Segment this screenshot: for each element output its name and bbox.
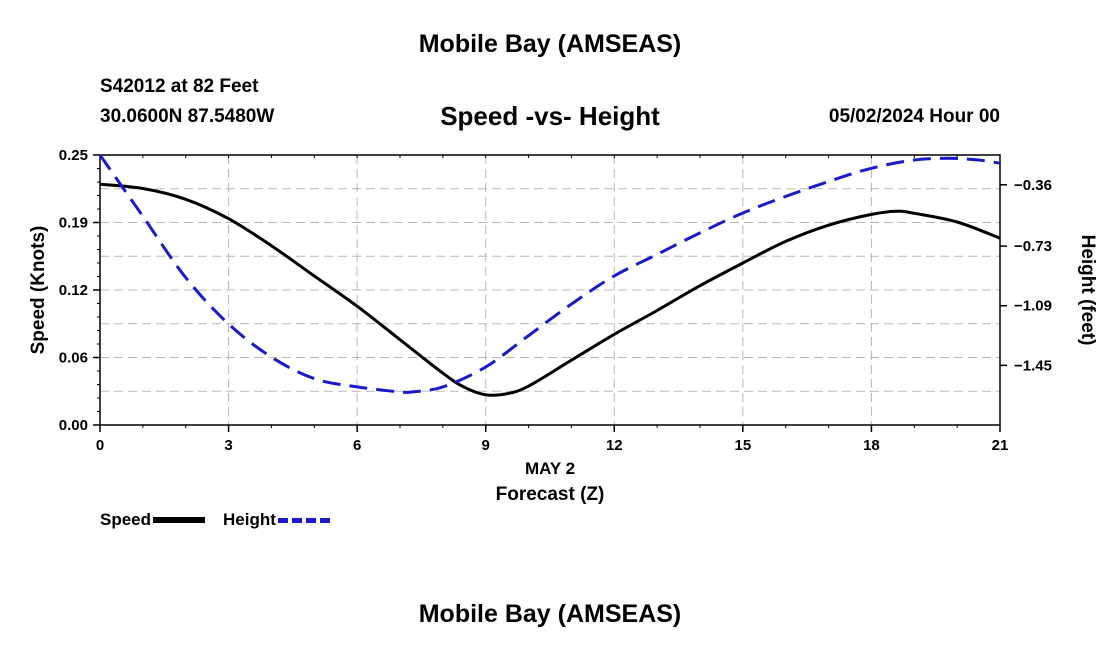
x-tick-label: 3 <box>224 437 232 454</box>
grid <box>100 155 1000 425</box>
x-tick-label: 18 <box>863 437 880 454</box>
y-right-tick-label: −1.45 <box>1014 357 1052 374</box>
x-axis-title: Forecast (Z) <box>496 484 605 505</box>
legend-label-height: Height <box>223 510 276 529</box>
ticks <box>93 154 1007 432</box>
x-tick-label: 15 <box>735 437 752 454</box>
y-left-tick-label: 0.06 <box>59 350 88 367</box>
y-right-tick-label: −1.09 <box>1014 298 1052 315</box>
y-left-tick-label: 0.00 <box>59 417 88 434</box>
y-right-tick-label: −0.36 <box>1014 177 1052 194</box>
coordinates-label: 30.0600N 87.5480W <box>100 106 275 127</box>
legend-item-speed: Speed <box>100 510 206 530</box>
page-title-bottom: Mobile Bay (AMSEAS) <box>418 600 682 628</box>
date-label: 05/02/2024 Hour 00 <box>828 106 1000 127</box>
legend-swatch-height <box>277 517 330 523</box>
x-tick-label: 9 <box>482 437 490 454</box>
legend-swatch-speed <box>153 517 206 523</box>
x-tick-label: 6 <box>353 437 361 454</box>
chart-title: Speed -vs- Height <box>440 101 660 131</box>
station-label: S42012 at 82 Feet <box>100 76 259 97</box>
x-tick-label: 21 <box>992 437 1009 454</box>
x-tick-label: 0 <box>96 437 104 454</box>
y-left-tick-label: 0.25 <box>59 147 88 164</box>
y-axis-left-title: Speed (Knots) <box>28 226 49 355</box>
x-tick-label: 12 <box>606 437 623 454</box>
page-title-top: Mobile Bay (AMSEAS) <box>418 30 682 58</box>
legend-item-height: Height <box>223 510 330 530</box>
legend-label-speed: Speed <box>100 510 152 529</box>
x-axis-date-label: MAY 2 <box>525 459 575 478</box>
y-left-tick-label: 0.19 <box>59 215 88 232</box>
y-left-tick-label: 0.12 <box>59 282 88 299</box>
series <box>98 154 1001 397</box>
series-line-height <box>98 154 1001 394</box>
series-line-speed <box>99 182 1001 397</box>
y-right-tick-label: −0.73 <box>1014 238 1052 255</box>
tick-labels: 0 3 6 9 12 15 18 21 0.00 0.06 0.12 0.19 0.25 −1.45 −1.… <box>59 147 1052 454</box>
legend: Speed Height <box>100 510 348 530</box>
y-axis-right-title: Height (feet) <box>1077 235 1098 346</box>
